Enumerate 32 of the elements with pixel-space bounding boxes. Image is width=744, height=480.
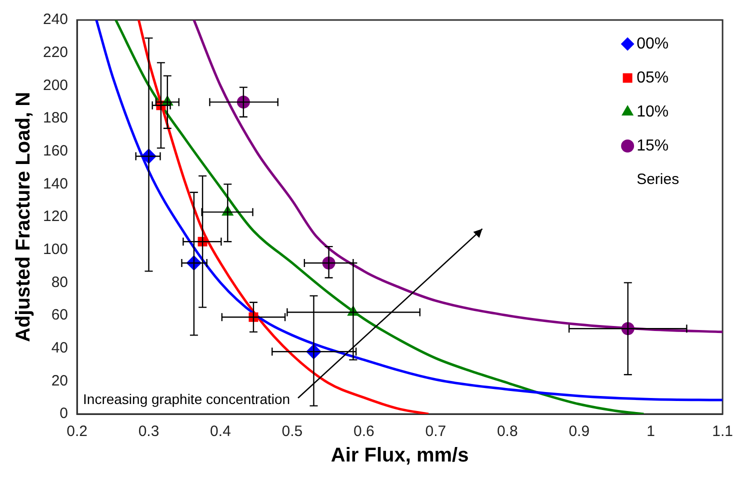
line-series bbox=[192, 20, 723, 334]
legend-label: 10% bbox=[636, 103, 669, 120]
annotation: Series bbox=[636, 171, 680, 188]
x-tick-label: 1.1 bbox=[712, 423, 734, 440]
x-tick-label: 0.6 bbox=[354, 423, 374, 440]
y-tick-label: 60 bbox=[51, 306, 68, 324]
legend-label: 05% bbox=[636, 69, 669, 86]
legend-label: 00% bbox=[636, 35, 669, 52]
y-tick-label: 240 bbox=[42, 11, 68, 28]
y-axis-title: Adjusted Fracture Load, N bbox=[12, 92, 35, 342]
y-tick-label: 20 bbox=[51, 372, 68, 390]
x-tick-label: 1 bbox=[646, 423, 656, 440]
y-tick-label: 40 bbox=[51, 339, 68, 356]
legend-label: 15% bbox=[636, 137, 669, 154]
x-tick-label: 0.2 bbox=[66, 423, 88, 440]
y-tick-label: 220 bbox=[42, 44, 68, 61]
x-tick-label: 0.5 bbox=[282, 423, 303, 440]
x-tick-label: 0.9 bbox=[568, 423, 590, 440]
y-tick-label: 140 bbox=[42, 175, 68, 192]
y-tick-label: 180 bbox=[42, 110, 68, 127]
x-tick-label: 0.3 bbox=[138, 423, 160, 440]
y-tick-label: 200 bbox=[42, 76, 68, 94]
x-tick-label: 0.4 bbox=[210, 423, 231, 440]
y-tick-label: 120 bbox=[42, 208, 68, 226]
y-tick-label: 160 bbox=[42, 142, 68, 160]
y-tick-label: 0 bbox=[60, 405, 68, 422]
y-tick-label: 100 bbox=[42, 240, 68, 258]
y-tick-label: 80 bbox=[51, 274, 68, 291]
x-tick-label: 0.7 bbox=[425, 423, 446, 440]
x-tick-label: 0.8 bbox=[496, 423, 518, 440]
x-axis-title: Air Flux, mm/s bbox=[330, 444, 469, 467]
annotation: Increasing graphite concentration bbox=[83, 391, 290, 407]
